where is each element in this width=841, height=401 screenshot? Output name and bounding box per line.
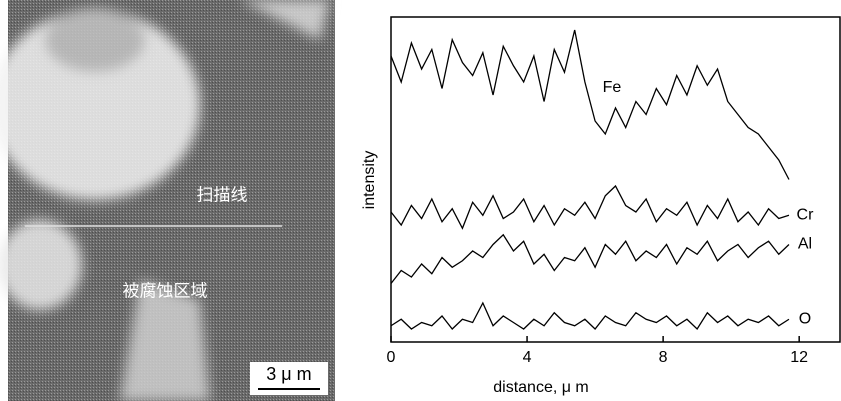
series-label: O <box>799 310 811 327</box>
series-line <box>390 184 790 230</box>
series-line <box>390 233 790 284</box>
annotation: 被腐蚀区域 <box>123 281 208 300</box>
x-tick-label: 4 <box>523 349 532 366</box>
plot: distance, μ m intensity <box>361 16 841 396</box>
x-tick-label: 0 <box>387 349 396 366</box>
x-axis-label: distance, μ m <box>493 379 588 396</box>
y-axis-label: intensity <box>361 151 378 210</box>
scale-bar-label: 3 μ m <box>266 364 311 384</box>
series-label: Cr <box>797 206 815 223</box>
sem-image: 扫描线 被腐蚀区域 3 μ m <box>0 0 335 401</box>
annotation: 扫描线 <box>197 185 248 204</box>
series-label: Fe <box>603 79 622 96</box>
series-label: Al <box>798 236 812 253</box>
x-tick-label: 8 <box>659 349 668 366</box>
series-line <box>390 29 790 180</box>
series-line <box>390 301 790 331</box>
x-tick-label: 12 <box>790 349 808 366</box>
